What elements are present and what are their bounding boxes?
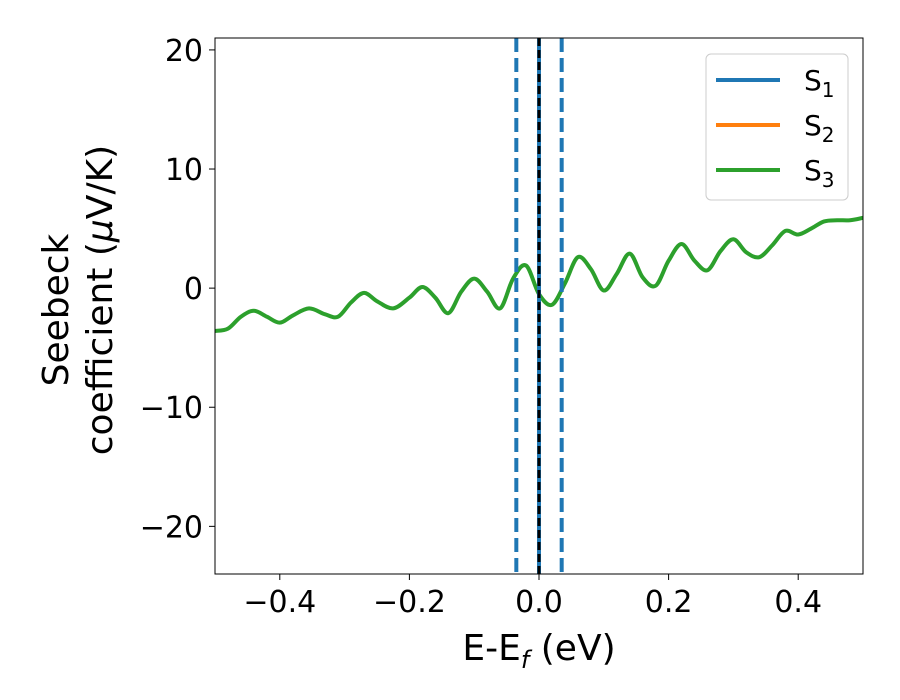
x-tick-label: −0.4	[243, 585, 316, 620]
y-axis-ticks: −20 −10 0 10 20	[140, 34, 215, 545]
y-axis-label-line1: Seebeck	[36, 233, 77, 386]
plot-area	[215, 38, 863, 574]
y-axis-label: Seebeck coefficient (μV/K)	[36, 145, 121, 455]
x-axis-ticks: −0.4 −0.2 0.0 0.2 0.4	[243, 574, 822, 620]
x-tick-label: 0.4	[774, 585, 822, 620]
x-tick-label: 0.2	[645, 585, 693, 620]
legend-label-s2: S2	[804, 109, 835, 147]
y-tick-label: −20	[140, 510, 203, 545]
y-axis-label-line2: coefficient (μV/K)	[80, 145, 121, 455]
y-tick-label: 0	[184, 272, 203, 307]
legend-label-s3: S3	[804, 154, 835, 192]
y-tick-label: 10	[165, 153, 203, 188]
legend: S1 S2 S3	[705, 53, 849, 201]
legend-label-s1: S1	[804, 64, 835, 102]
x-axis-label: E-Ef (eV)	[462, 628, 615, 674]
y-tick-label: 20	[165, 34, 203, 69]
series-line-s3	[215, 215, 863, 333]
x-tick-label: 0.0	[515, 585, 563, 620]
y-tick-label: −10	[140, 391, 203, 426]
x-tick-label: −0.2	[373, 585, 446, 620]
